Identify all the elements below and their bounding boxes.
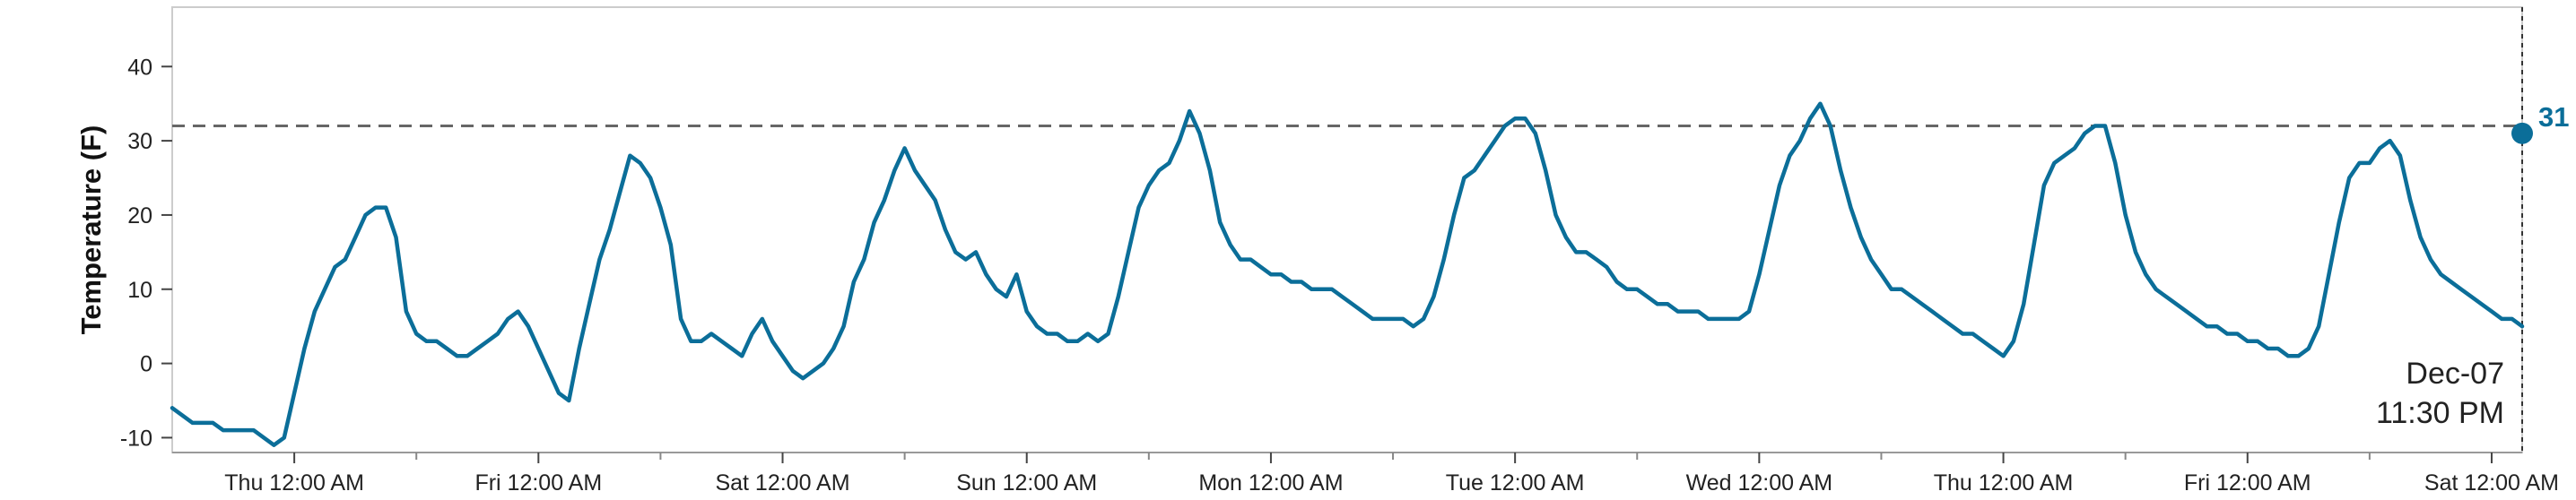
x-tick-label: Sat 12:00 AM [2424, 470, 2559, 496]
end-value-label: 31 [2538, 101, 2569, 133]
y-tick-label: 40 [127, 55, 152, 80]
y-tick-label: 20 [127, 203, 152, 228]
temperature-series-line [170, 101, 2525, 447]
y-axis: -10 0 10 20 30 40 [120, 55, 172, 451]
y-tick-label: -10 [120, 426, 152, 451]
x-tick-label: Tue 12:00 AM [1446, 470, 1585, 496]
x-tick-label: Sun 12:00 AM [956, 470, 1097, 496]
x-tick-label: Sat 12:00 AM [715, 470, 849, 496]
x-tick-label: Fri 12:00 AM [474, 470, 602, 496]
plot-frame [171, 6, 2523, 453]
end-point-marker [2511, 122, 2533, 144]
x-axis: Thu 12:00 AM Fri 12:00 AM Sat 12:00 AM Sun … [172, 452, 2559, 496]
y-tick-label: 30 [127, 129, 152, 154]
x-tick-label: Fri 12:00 AM [2184, 470, 2311, 496]
y-axis-title: Temperature (F) [75, 125, 107, 335]
y-tick-label: 10 [127, 278, 152, 303]
x-tick-label: Mon 12:00 AM [1198, 470, 1343, 496]
x-tick-label: Thu 12:00 AM [224, 470, 364, 496]
x-tick-label: Wed 12:00 AM [1686, 470, 1833, 496]
cursor-time-label: 11:30 PM [2376, 396, 2504, 430]
x-tick-label: Thu 12:00 AM [1934, 470, 2074, 496]
cursor-date-label: Dec-07 [2406, 357, 2504, 391]
y-tick-label: 0 [140, 352, 152, 377]
